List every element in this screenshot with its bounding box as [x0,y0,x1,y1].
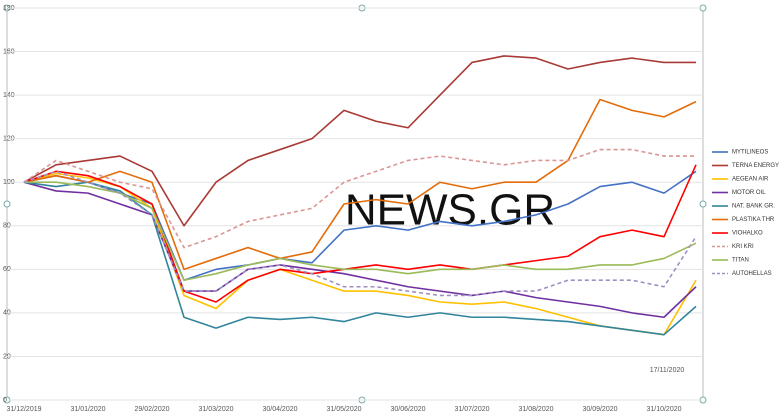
y-tick-label: 20 [3,353,11,360]
x-tick-label: 30/09/2020 [582,406,617,413]
series-line [24,181,697,282]
legend-label: VIOHALKO [732,231,763,237]
x-tick-label: 31/05/2020 [326,406,361,413]
series-line [23,172,697,336]
series-line [23,55,696,227]
series-line [23,170,697,297]
legend-label: NAT. BANK GR. [732,204,775,210]
x-tick-label: 31/03/2020 [198,406,233,413]
legend-label: PLASTIKA THR [732,217,775,223]
series-line [23,170,697,282]
legend-label: KRI KRI [732,244,754,250]
handle [699,200,707,208]
x-tick-label: 31/08/2020 [518,406,553,413]
y-tick-label: 0 [3,397,7,404]
x-tick-label: 30/06/2020 [390,406,425,413]
y-tick-label: 60 [3,266,11,273]
series-line [23,164,697,303]
legend-label: TITAN [732,258,749,264]
series-line [23,181,697,319]
legend-label: TERNA ENERGY [732,163,779,169]
x-tick-label: 29/02/2020 [134,406,169,413]
date-annotation: 17/11/2020 [650,367,685,374]
handle [3,200,11,208]
y-tick-label: 40 [3,310,11,317]
y-tick-label: 80 [3,223,11,230]
x-tick-label: 30/04/2020 [262,406,297,413]
x-tick-label: 31/07/2020 [454,406,489,413]
legend-label: AUTOHELLAS [732,271,772,277]
legend-label: MOTOR OIL [732,190,766,196]
legend-label: AEGEAN AIR [732,177,769,183]
series-line [23,98,697,271]
watermark: NEWS.GR [345,186,555,235]
x-tick-label: 31/01/2020 [70,406,105,413]
legend-label: MYTILINEOS [732,150,768,156]
x-tick-label: 31/10/2020 [646,406,681,413]
series-line [23,181,697,336]
series-line [23,148,696,249]
x-tick-label: 31/12/2019 [6,406,41,413]
